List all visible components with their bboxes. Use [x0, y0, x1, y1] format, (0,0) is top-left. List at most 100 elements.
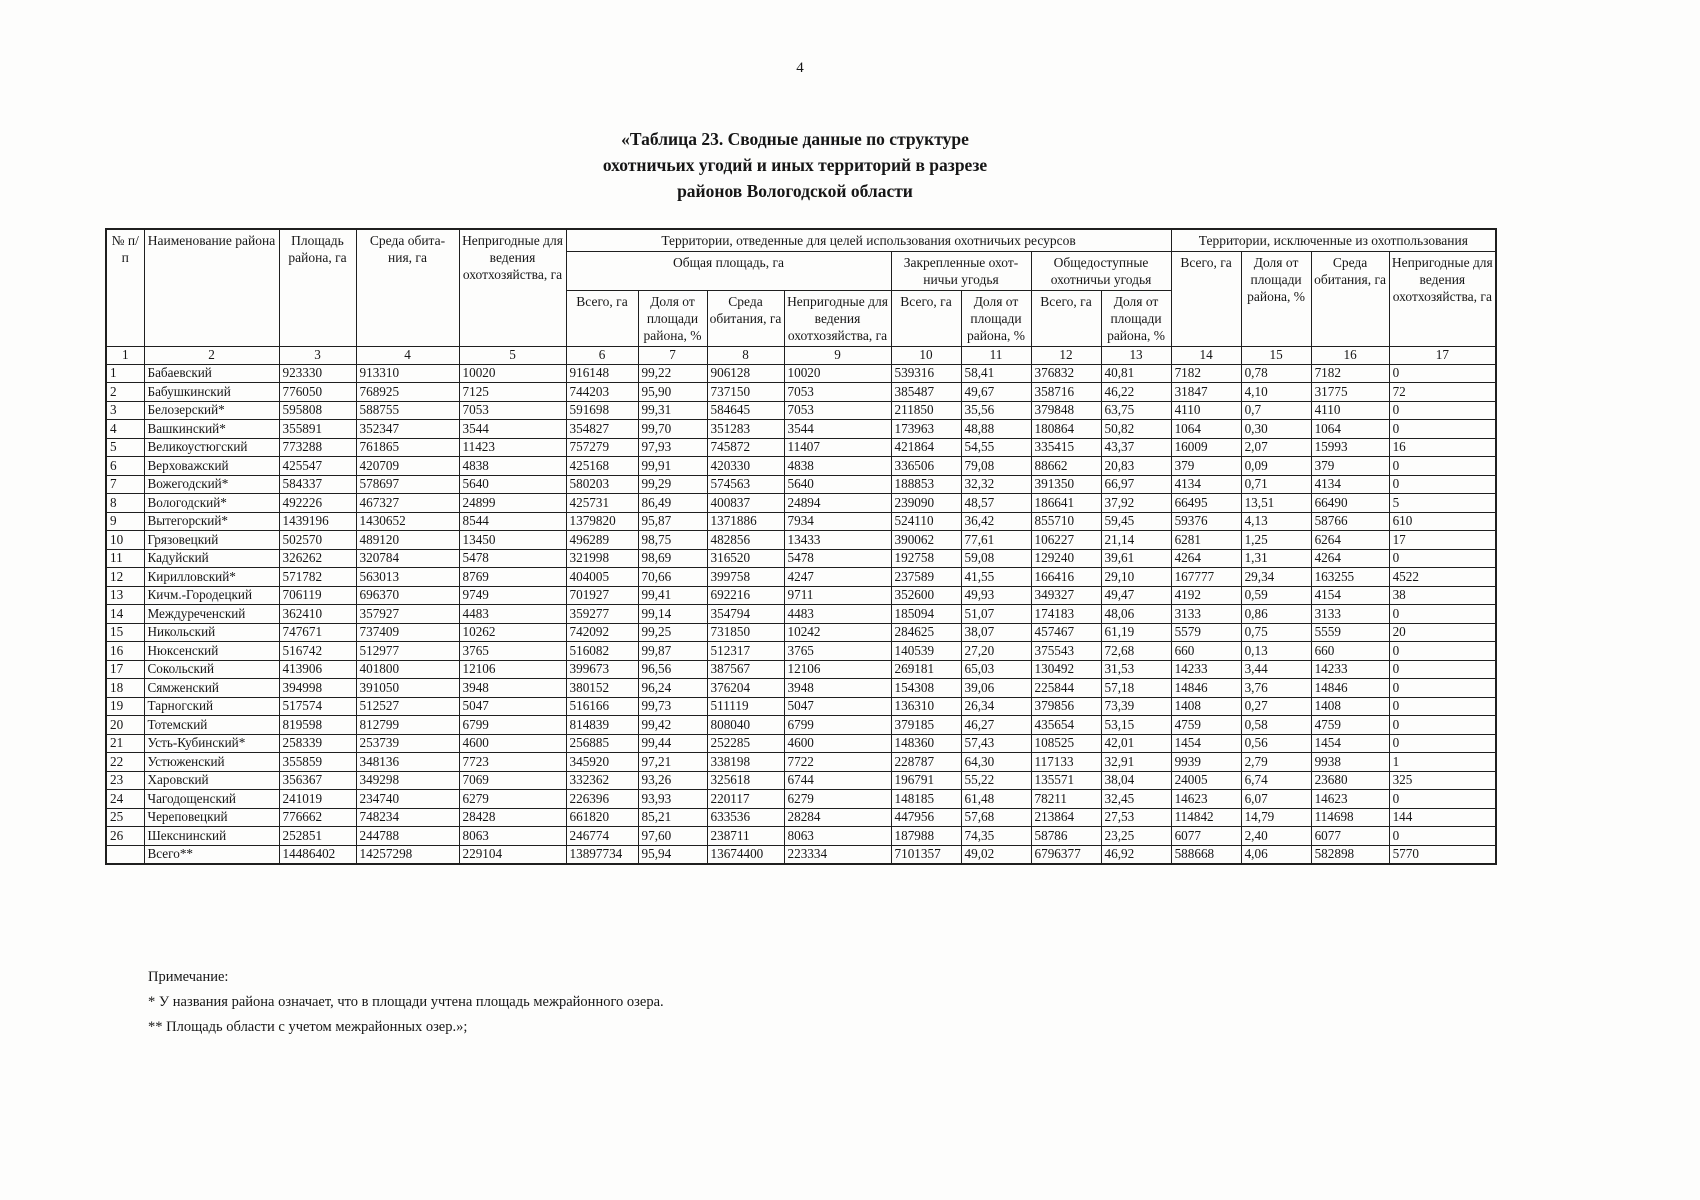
table-cell: 229104 — [458, 844, 567, 865]
table-cell: 660 — [1310, 641, 1390, 661]
table-cell: 584645 — [706, 400, 785, 420]
table-cell: 97,93 — [637, 437, 708, 457]
table-cell: 213864 — [1030, 807, 1102, 827]
table-cell: 512317 — [706, 641, 785, 661]
table-cell: 326262 — [278, 548, 357, 568]
table-cell: 776050 — [278, 382, 357, 402]
table-cell: 399758 — [706, 567, 785, 587]
table-cell: 362410 — [278, 604, 357, 624]
header-excluded-group: Территории, исключенные из охотпользован… — [1170, 228, 1497, 252]
table-cell: 99,29 — [637, 474, 708, 494]
table-cell: 27,20 — [960, 641, 1032, 661]
table-cell: 379848 — [1030, 400, 1102, 420]
header-alloc-unsuitable: Непригодные для ведения охотхозяйства, г… — [783, 290, 892, 347]
table-cell: 129240 — [1030, 548, 1102, 568]
table-cell: 7182 — [1170, 363, 1242, 383]
table-cell: Чагодощенский — [143, 789, 280, 809]
table-cell: 5478 — [783, 548, 892, 568]
table-cell: 31,53 — [1100, 659, 1172, 679]
table-cell: 22 — [105, 752, 145, 772]
table-cell: 584337 — [278, 474, 357, 494]
table-cell: 516742 — [278, 641, 357, 661]
table-cell: 7 — [105, 474, 145, 494]
table-cell: 58,41 — [960, 363, 1032, 383]
table-cell: 24899 — [458, 493, 567, 513]
table-cell: 524110 — [890, 511, 962, 531]
table-cell: 43,37 — [1100, 437, 1172, 457]
table-cell: 380152 — [565, 678, 639, 698]
table-cell: 66495 — [1170, 493, 1242, 513]
table-cell: 99,44 — [637, 733, 708, 753]
table-cell: 98,75 — [637, 530, 708, 550]
table-cell: 226396 — [565, 789, 639, 809]
table-cell: 140539 — [890, 641, 962, 661]
table-cell: 6077 — [1170, 826, 1242, 846]
table-cell: 1371886 — [706, 511, 785, 531]
table-cell: 578697 — [355, 474, 460, 494]
table-cell: 10262 — [458, 622, 567, 642]
table-cell: 4483 — [458, 604, 567, 624]
table-cell: 4,06 — [1240, 844, 1312, 865]
table-cell: 36,42 — [960, 511, 1032, 531]
table-cell: 855710 — [1030, 511, 1102, 531]
table-cell: 269181 — [890, 659, 962, 679]
table-cell: 633536 — [706, 807, 785, 827]
table-cell: 1 — [1388, 752, 1497, 772]
table-cell: 6,07 — [1240, 789, 1312, 809]
table-cell: 385487 — [890, 382, 962, 402]
table-cell: 400837 — [706, 493, 785, 513]
table-cell: 7934 — [783, 511, 892, 531]
table-cell: 4247 — [783, 567, 892, 587]
table-cell: Сямженский — [143, 678, 280, 698]
table-cell: 0 — [1388, 789, 1497, 809]
table-cell: Харовский — [143, 770, 280, 790]
table-cell: 49,67 — [960, 382, 1032, 402]
table-cell: 20 — [1388, 622, 1497, 642]
table-cell: 376204 — [706, 678, 785, 698]
table-cell: 336506 — [890, 456, 962, 476]
table-cell: 99,25 — [637, 622, 708, 642]
table-cell: Бабаевский — [143, 363, 280, 383]
table-cell: 23,25 — [1100, 826, 1172, 846]
table-cell: 223334 — [783, 844, 892, 865]
table-cell: 706119 — [278, 585, 357, 605]
note-asterisk: * У названия района означает, что в площ… — [148, 994, 664, 1010]
table-cell: 14,79 — [1240, 807, 1312, 827]
table-cell: 0,75 — [1240, 622, 1312, 642]
column-number-cell: 10 — [890, 346, 962, 365]
table-row: 18 Сямженский 394998 391050 3948 380152 96,24 3… — [105, 678, 1497, 698]
table-cell: 24894 — [783, 493, 892, 513]
table-cell: 0 — [1388, 456, 1497, 476]
table-cell: 1064 — [1170, 419, 1242, 439]
table-cell: 496289 — [565, 530, 639, 550]
header-excluded-total: Всего, га — [1170, 251, 1242, 347]
table-cell: 692216 — [706, 585, 785, 605]
table-cell: 6264 — [1310, 530, 1390, 550]
table-cell: 225844 — [1030, 678, 1102, 698]
table-cell: 320784 — [355, 548, 460, 568]
table-cell: 187988 — [890, 826, 962, 846]
table-cell: 7722 — [783, 752, 892, 772]
table-cell: 1,25 — [1240, 530, 1312, 550]
table-cell: 16 — [105, 641, 145, 661]
table-cell: 238711 — [706, 826, 785, 846]
table-cell: 8063 — [458, 826, 567, 846]
note-double-asterisk: ** Площадь области с учетом межрайонных … — [148, 1019, 468, 1035]
table-cell: 14486402 — [278, 844, 357, 865]
table-cell: 582898 — [1310, 844, 1390, 865]
table-cell: 4759 — [1170, 715, 1242, 735]
header-district-area: Площадь района, га — [278, 228, 357, 347]
table-cell: 8 — [105, 493, 145, 513]
table-cell: 14623 — [1170, 789, 1242, 809]
column-number-cell: 11 — [960, 346, 1032, 365]
header-alloc-share: Доля от площади района, % — [637, 290, 708, 347]
table-cell: 130492 — [1030, 659, 1102, 679]
document-title: «Таблица 23. Сводные данные по структуре… — [295, 126, 1295, 204]
table-cell: 5770 — [1388, 844, 1497, 865]
table-cell: 72 — [1388, 382, 1497, 402]
table-cell: 26 — [105, 826, 145, 846]
table-cell: 4600 — [458, 733, 567, 753]
table-cell: 747671 — [278, 622, 357, 642]
header-assigned-total: Всего, га — [890, 290, 962, 347]
table-row: 7 Вожегодский* 584337 578697 5640 580203 99,29… — [105, 474, 1497, 494]
